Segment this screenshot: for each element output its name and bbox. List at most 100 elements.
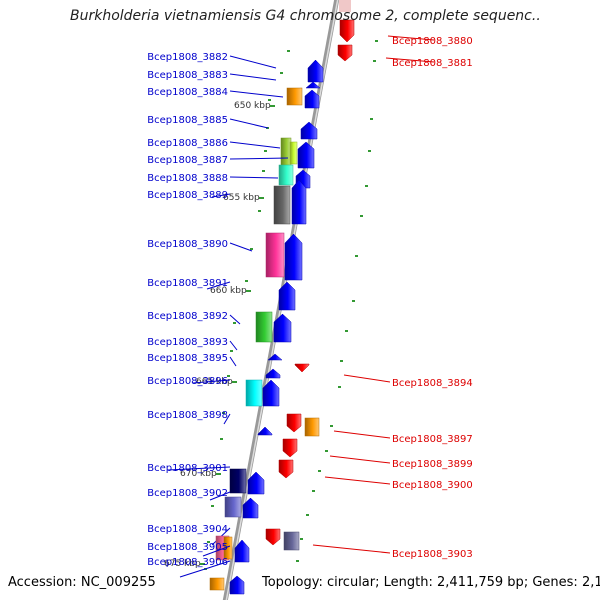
tick-mark [312,490,315,492]
tick-mark [365,185,368,187]
gene-leader-line [229,90,284,98]
gene-label-Bcep1808_3883: Bcep1808_3883 [147,70,228,81]
gene-Bcep1808_3898 [257,426,273,436]
genes-value: 2,103 [581,575,600,590]
gene-leader-line [312,544,391,554]
gene-Bcep1808_3901 [229,468,247,494]
tick-mark [318,470,321,472]
gene-Bcep1808_3889-strand-feature [291,179,307,225]
gene-leader-line [211,193,231,198]
scale-tick [232,381,237,383]
gene-Bcep1808_3881 [337,44,353,62]
topology-label: Topology: [262,575,323,590]
tick-mark [268,99,271,101]
tick-mark [230,350,233,352]
gene-Bcep1808_3902-strand-feature [242,497,259,519]
tick-mark [207,541,210,543]
gene-label-Bcep1808_3891: Bcep1808_3891 [147,278,228,289]
gene-Bcep1808_3890-strand-feature [284,233,303,281]
gene-label-Bcep1808_3905: Bcep1808_3905 [147,542,228,553]
tick-mark [262,170,265,172]
gene-Bcep1808_3897 [286,413,302,433]
scale-tick [216,473,221,475]
tick-mark [222,412,225,414]
gene-leader-line [192,379,231,384]
gene-label-Bcep1808_3882: Bcep1808_3882 [147,52,228,63]
tick-mark [352,300,355,302]
gene-label-Bcep1808_3900: Bcep1808_3900 [392,480,473,491]
gene-leader-line [229,55,277,69]
gene-leader-line [179,560,231,578]
tick-mark [220,438,223,440]
gene-Bcep1808_3888 [278,164,294,186]
tick-mark [338,386,341,388]
scale-label: 675 kbp [164,559,201,569]
gene-Bcep1808_3903 [283,531,300,551]
gene-leader-line [223,413,231,425]
gene-Bcep1808_3883 [305,81,321,89]
genome-stats: Topology: circular; Length: 2,411,759 bp… [262,575,600,590]
gene-Bcep1808_3906-strand-feature [229,575,245,595]
tick-marks [204,40,378,570]
tick-mark [287,50,290,52]
gene-leader-line [206,281,231,290]
gene-Bcep1808_3893 [267,353,283,361]
tick-mark [296,560,299,562]
gene-leader-line [229,242,253,252]
gene-label-Bcep1808_3881: Bcep1808_3881 [392,58,473,69]
gene-label-Bcep1808_3890: Bcep1808_3890 [147,239,228,250]
gene-Bcep1808_3903-strand-feature [265,528,281,546]
map-title: Burkholderia vietnamiensis G4 chromosome… [70,8,540,24]
gene-Bcep1808_3892 [255,311,273,343]
gene-leader-line [343,374,391,383]
gene-label-Bcep1808_3889: Bcep1808_3889 [147,190,228,201]
gene-label-Bcep1808_3902: Bcep1808_3902 [147,488,228,499]
partial-gene [339,0,351,12]
gene-leader-line [167,466,231,471]
tick-mark [368,150,371,152]
tick-mark [264,150,267,152]
gene-Bcep1808_3905 [234,539,250,563]
gene-Bcep1808_3886 [280,137,292,167]
tick-mark [355,255,358,257]
gene-label-Bcep1808_3894: Bcep1808_3894 [392,378,473,389]
gene-label-Bcep1808_3898: Bcep1808_3898 [147,410,228,421]
scale-label: 670 kbp [180,469,217,479]
tick-mark [375,40,378,42]
gene-label-Bcep1808_3899: Bcep1808_3899 [392,459,473,470]
gene-Bcep1808_3906 [209,577,225,591]
tick-mark [258,210,261,212]
tick-mark [300,538,303,540]
gene-label-Bcep1808_3906: Bcep1808_3906 [147,557,228,568]
tick-mark [233,322,236,324]
gene-leader-line [333,430,391,439]
gene-leader-line [229,340,238,351]
gene-leader-line [229,73,277,81]
scale-label: 665 kbp [196,377,233,387]
gene-leader-line [385,57,435,63]
gene-Bcep1808_3899 [282,438,298,458]
gene-Bcep1808_3897-strand-feature [304,417,320,437]
gene-leader-line [329,455,391,464]
genes-label: Genes: [532,575,578,590]
tick-mark [325,450,328,452]
gene-label-Bcep1808_3895: Bcep1808_3895 [147,353,228,364]
scale-tick [270,105,275,107]
gene-label-Bcep1808_3892: Bcep1808_3892 [147,311,228,322]
gene-leader-line [229,176,279,179]
accession-label: Accession: [8,575,77,590]
gene-Bcep1808_3885 [300,121,318,140]
gene-Bcep1808_3886-strand-feature [297,141,315,169]
tick-mark [360,215,363,217]
scale-label: 660 kbp [210,286,247,296]
tick-mark [245,280,248,282]
gene-Bcep1808_3896-strand-feature [262,379,280,407]
gene-Bcep1808_3884 [286,87,303,106]
gene-leader-line [387,35,435,41]
gene-Bcep1808_3902 [224,496,242,518]
gene-leader-line [229,157,289,160]
tick-mark [280,72,283,74]
gene-label-Bcep1808_3903: Bcep1808_3903 [392,549,473,560]
gene-leader-line [229,356,237,367]
